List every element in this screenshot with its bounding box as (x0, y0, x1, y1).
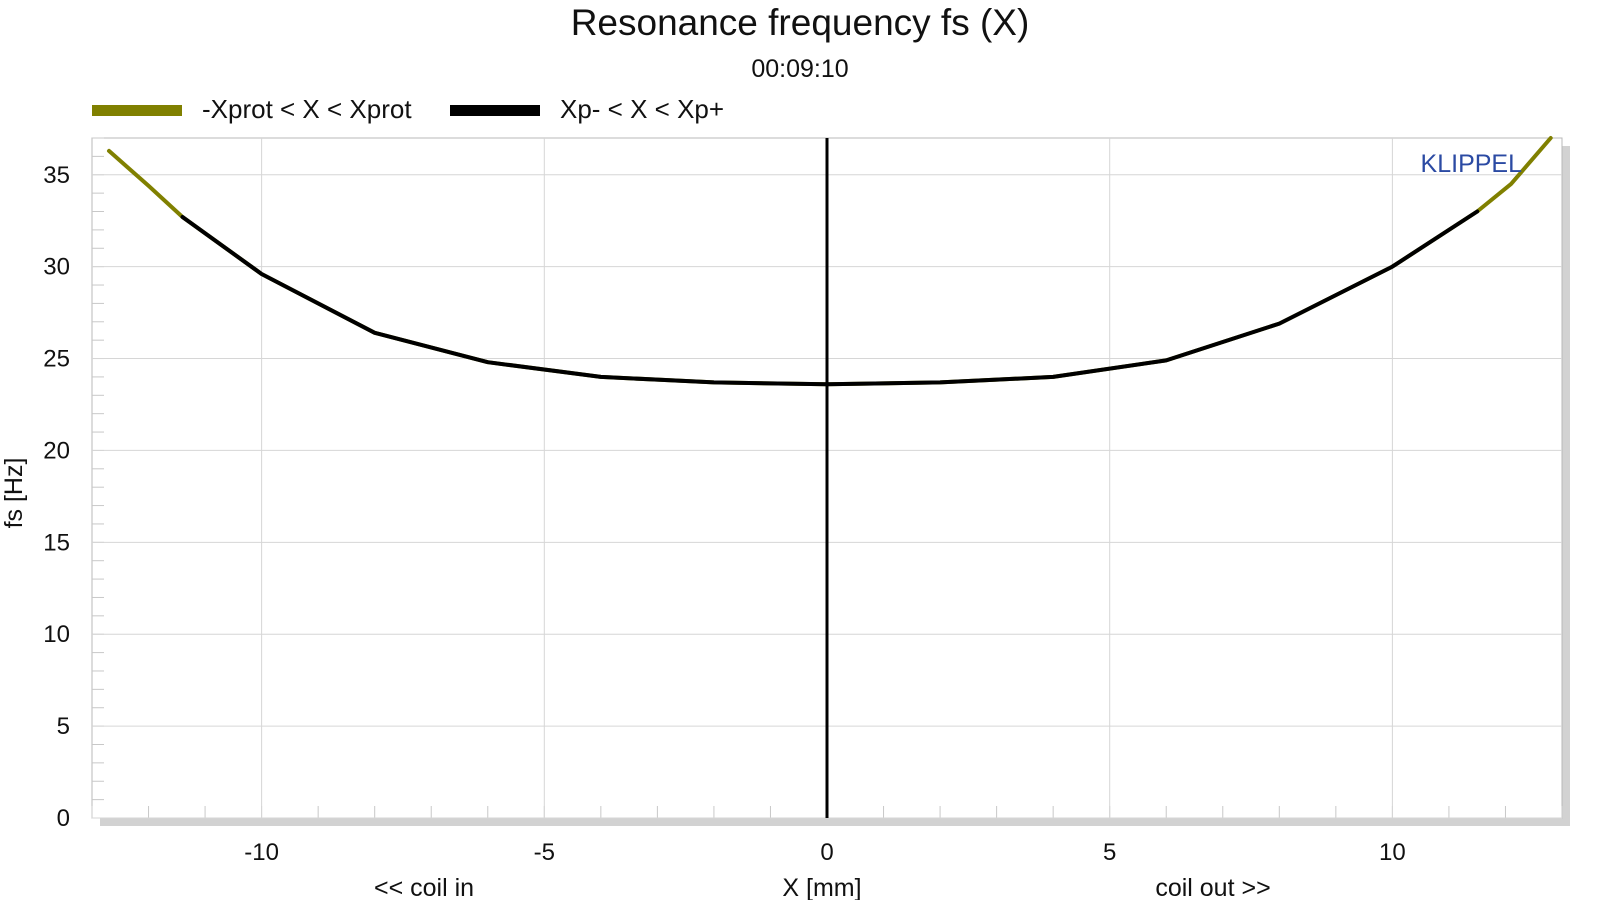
legend-swatch-xp (450, 105, 540, 116)
y-tick-label: 35 (43, 162, 70, 189)
y-tick-label: 20 (43, 437, 70, 464)
y-tick-label: 30 (43, 254, 70, 281)
y-tick-label: 0 (57, 805, 70, 832)
legend-swatch-xprot (92, 105, 182, 116)
x-axis-title: X [mm] (782, 874, 861, 900)
tick-labels: 0 5 10 15 20 25 30 35 -10 -5 0 5 10 (43, 162, 1405, 866)
chart-subtitle: 00:09:10 (751, 55, 849, 83)
x-annotation-left: << coil in (374, 874, 474, 900)
y-axis-title: fs [Hz] (0, 458, 28, 529)
x-tick-label: 5 (1103, 839, 1116, 866)
x-annotation-right: coil out >> (1155, 874, 1270, 900)
y-tick-label: 25 (43, 346, 70, 373)
legend-label-xprot: -Xprot < X < Xprot (202, 94, 412, 124)
y-tick-label: 10 (43, 621, 70, 648)
x-tick-label: 10 (1379, 839, 1406, 866)
watermark: KLIPPEL (1421, 150, 1523, 178)
chart-title: Resonance frequency fs (X) (570, 2, 1030, 43)
x-tick-label: -5 (534, 839, 555, 866)
x-tick-label: -10 (244, 839, 279, 866)
x-tick-label: 0 (820, 839, 833, 866)
legend-label-xp: Xp- < X < Xp+ (560, 94, 725, 124)
y-tick-label: 15 (43, 529, 70, 556)
y-tick-label: 5 (57, 713, 70, 740)
